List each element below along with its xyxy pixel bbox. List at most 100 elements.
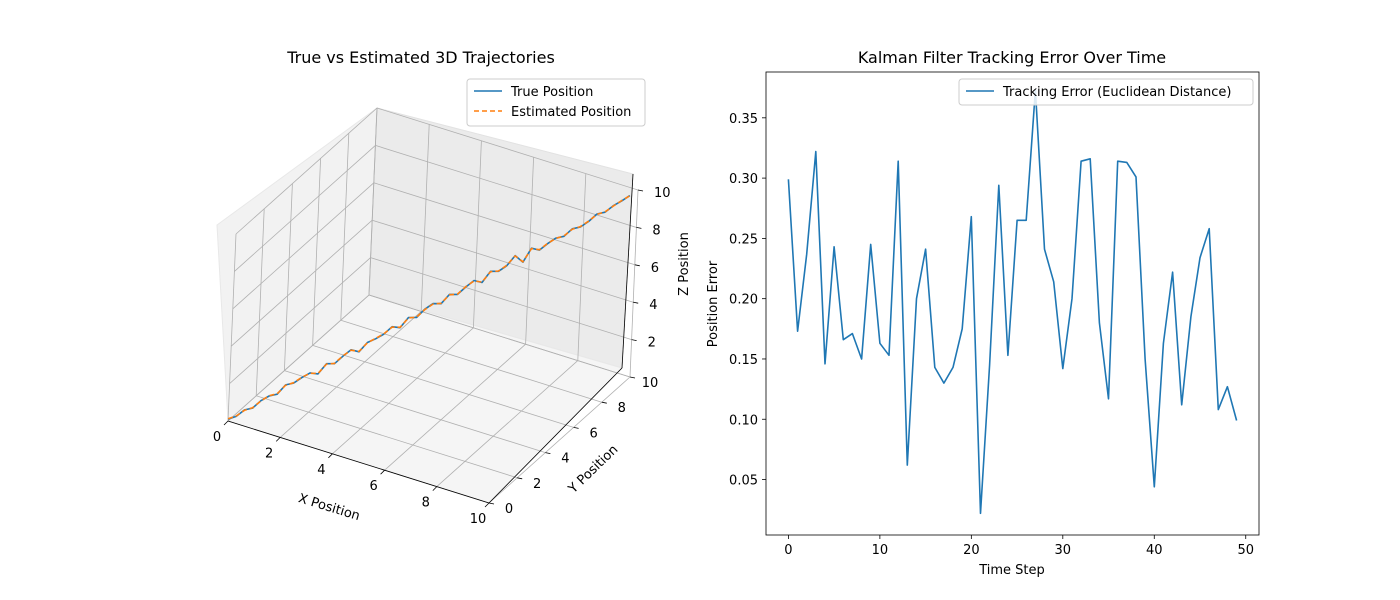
tick-label-y-2d: 0.10 [729,413,758,428]
legend-3d-label-estimated: Estimated Position [511,105,631,120]
tick-mark-x [432,486,438,491]
chart-tracking-error: Kalman Filter Tracking Error Over Time 0… [706,48,1260,578]
grid-line-y [255,208,265,396]
legend-2d-label: Tracking Error (Euclidean Distance) [1002,85,1231,100]
tick-label-x-2d: 10 [872,543,889,558]
tick-mark-x [275,437,281,442]
grid-line-x [577,173,587,361]
tick-mark-y [488,502,495,505]
grid-line-x [384,343,526,471]
tick-mark-y [601,401,607,404]
grid-line-z [368,294,631,378]
grid-line-z [235,107,378,235]
x-axis-label-2d: Time Step [978,563,1045,578]
tick-label-y-2d: 0.30 [729,172,758,187]
grid-line-z [375,145,637,228]
tick-label-x: 4 [317,463,325,478]
y-axis-label-3d: Y Position [565,442,621,497]
tick-label-y-2d: 0.25 [729,232,758,247]
tick-label-z: 6 [651,261,659,276]
tick-label-z: 10 [654,186,671,201]
chart-3d-title: True vs Estimated 3D Trajectories [286,48,555,67]
tick-mark-z [634,264,640,267]
grid-line-z [229,257,371,384]
tick-mark-y [517,477,523,480]
chart-3d-trajectories: True vs Estimated 3D Trajectories 0 2 4 6 8 1… [213,48,692,527]
grid-line-y [284,370,546,453]
grid-line-x [473,140,482,328]
grid-line-y [312,158,321,346]
grid-line-z [230,219,373,347]
tick-label-y-2d: 0.35 [729,112,758,127]
plot-area [765,71,1260,536]
tick-mark-x [223,420,229,426]
grid-line-z [376,107,639,191]
tick-label-x: 8 [422,496,430,511]
grid-line-x [488,376,631,504]
tick-label-x: 0 [213,430,221,445]
grid-line-y [284,183,293,371]
tick-label-x-2d: 0 [784,543,792,558]
x-axis-label-3d: X Position [296,491,361,524]
tick-label-x-2d: 30 [1055,543,1072,558]
grid-line-x [279,311,422,438]
tick-mark-z [637,189,644,192]
tick-mark-y [545,452,551,454]
grid-line-z [370,257,632,340]
tick-label-z: 2 [648,336,656,351]
grid-line-y [312,345,574,428]
grid-line-y [227,233,237,422]
tick-mark-z [633,301,639,304]
grid-line-y [368,107,378,296]
tick-label-x: 2 [265,446,273,461]
grid-line-z [232,182,375,310]
series-lines-3d [227,194,631,420]
grid-line-y [256,395,518,479]
z-axis-line [621,173,634,369]
tick-label-x: 6 [369,479,377,494]
tick-label-y-2d: 0.20 [729,293,758,308]
tick-mark-z [636,227,642,229]
chart-2d-title: Kalman Filter Tracking Error Over Time [858,48,1166,67]
grid-line-x [629,189,639,378]
legend-2d: Tracking Error (Euclidean Distance) [958,78,1254,106]
tick-mark-y [573,427,579,429]
grid-line-z [227,294,370,422]
y-axis-label-2d: Position Error [706,260,721,347]
tick-label-x-2d: 20 [963,543,980,558]
tick-label-z: 4 [649,298,657,313]
tick-label-y: 0 [505,502,513,517]
grid-line-y [340,133,350,321]
tick-label-x-2d: 50 [1237,543,1254,558]
grid-line-z [234,145,376,272]
grid-line-x [436,360,579,487]
tick-label-y: 8 [618,401,626,416]
grid-line-x [420,124,430,312]
x-axis-line [227,420,490,504]
z-axis-label-3d: Z Position [677,232,692,296]
legend-2d-box [958,78,1254,106]
grid-3d [227,107,639,504]
legend-3d-label-true: True Position [510,85,593,100]
tick-label-x: 10 [470,512,487,527]
y-axis-line [488,367,623,504]
tick-label-y: 6 [589,426,597,441]
legend-3d: True Position Estimated Position [466,78,646,127]
tick-mark-x [328,453,333,459]
series-line-tracking-error [787,89,1238,515]
grid-line-z [372,219,634,303]
tick-label-z: 8 [652,223,660,238]
tick-label-y: 2 [533,477,541,492]
ticks-3d: 0 2 4 6 8 10 0 2 4 6 8 10 2 4 6 8 10 [213,186,671,527]
tick-label-y-2d: 0.05 [729,474,758,489]
grid-line-x [332,327,474,455]
tick-mark-x [380,469,385,475]
ticks-2d: 0 10 20 30 40 50 0.05 0.10 0.15 0.20 0.25 0.30 0.35 [729,112,1254,558]
tick-label-y: 4 [561,452,569,467]
tick-mark-z [631,339,637,341]
legend-3d-box [466,78,646,127]
tick-label-y: 10 [642,376,659,391]
tick-mark-y [629,376,636,379]
tick-label-y-2d: 0.15 [729,353,758,368]
